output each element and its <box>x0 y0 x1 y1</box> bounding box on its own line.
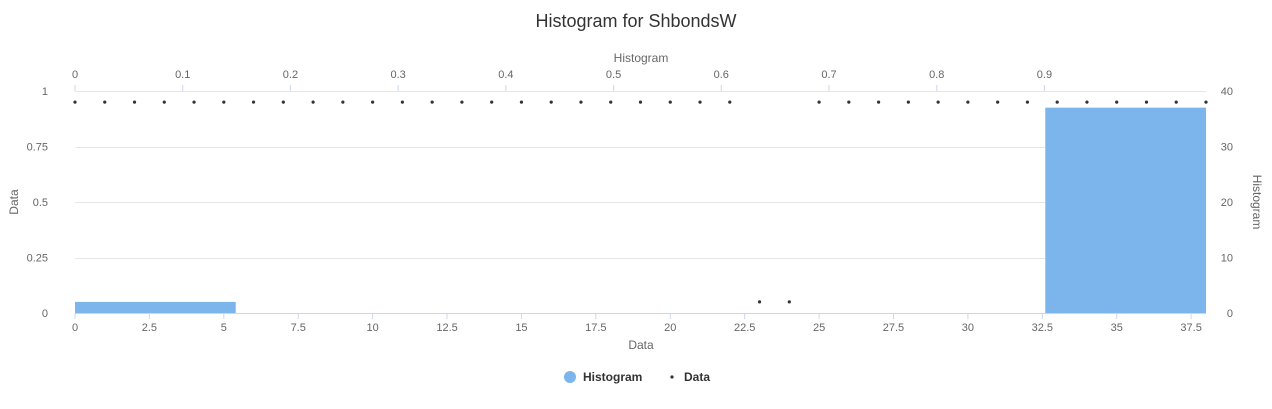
x-top-tick-label: 0.9 <box>1037 69 1052 81</box>
legend-histogram-symbol <box>564 371 576 383</box>
data-point[interactable] <box>698 100 702 104</box>
data-point[interactable] <box>936 100 940 104</box>
grid-lines <box>75 91 1206 314</box>
data-point[interactable] <box>1115 100 1119 104</box>
x-bottom-tick-label: 22.5 <box>734 322 755 334</box>
data-point[interactable] <box>579 100 583 104</box>
legend-data-symbol <box>670 375 674 379</box>
data-point[interactable] <box>222 100 226 104</box>
legend: Histogram Data <box>564 370 710 384</box>
data-point[interactable] <box>1055 100 1059 104</box>
data-point[interactable] <box>341 100 345 104</box>
x-top-tick-label: 0.1 <box>175 69 190 81</box>
data-point[interactable] <box>400 100 404 104</box>
x-top-tick-label: 0 <box>72 69 78 81</box>
data-point[interactable] <box>430 100 434 104</box>
x-bottom-tick-label: 32.5 <box>1032 322 1053 334</box>
data-point[interactable] <box>877 100 881 104</box>
x-top-tick-label: 0.7 <box>821 69 836 81</box>
data-point[interactable] <box>966 100 970 104</box>
data-point[interactable] <box>519 100 524 104</box>
data-point[interactable] <box>638 100 643 104</box>
data-point[interactable] <box>103 100 107 104</box>
data-point[interactable] <box>1085 100 1089 104</box>
data-point[interactable] <box>1144 100 1149 104</box>
data-point[interactable] <box>460 100 464 104</box>
x-bottom-tick-label: 0 <box>72 322 78 334</box>
x-bottom-tick-label: 5 <box>221 322 227 334</box>
data-point[interactable] <box>996 100 1000 104</box>
x-bottom-tick-label: 20 <box>664 322 676 334</box>
data-point[interactable] <box>132 100 137 104</box>
legend-item-data[interactable]: Data <box>670 370 710 384</box>
y-left-tick-label: 1 <box>42 86 48 98</box>
data-point[interactable] <box>787 300 791 304</box>
data-point[interactable] <box>281 100 285 104</box>
legend-data-label: Data <box>684 370 710 384</box>
x-bottom-tick-label: 25 <box>813 322 825 334</box>
y-right-tick-label: 40 <box>1221 86 1233 98</box>
x-bottom-tick-label: 35 <box>1111 322 1123 334</box>
x-axis-top-title: Histogram <box>614 51 669 65</box>
y-right-tick-label: 30 <box>1221 142 1233 154</box>
legend-histogram-label: Histogram <box>583 370 642 384</box>
histogram-bars <box>75 107 1206 314</box>
y-left-tick-label: 0.25 <box>27 253 48 265</box>
data-point[interactable] <box>728 100 732 104</box>
data-point[interactable] <box>817 100 821 104</box>
y-left-tick-label: 0.75 <box>27 142 48 154</box>
x-top-tick-label: 0.6 <box>714 69 729 81</box>
data-point[interactable] <box>251 100 256 104</box>
y-axis-left: 0 0.25 0.5 0.75 1 <box>27 86 48 320</box>
x-top-tick-label: 0.8 <box>929 69 944 81</box>
data-point[interactable] <box>73 100 77 104</box>
data-point[interactable] <box>371 100 375 104</box>
y-left-tick-label: 0 <box>42 308 48 320</box>
data-point[interactable] <box>1204 100 1208 104</box>
data-point[interactable] <box>1174 100 1178 104</box>
legend-item-histogram[interactable]: Histogram <box>564 370 642 384</box>
x-bottom-tick-label: 10 <box>367 322 379 334</box>
y-right-tick-label: 0 <box>1227 308 1233 320</box>
x-top-tick-label: 0.4 <box>498 69 513 81</box>
data-point[interactable] <box>162 100 166 104</box>
x-bottom-tick-label: 27.5 <box>883 322 904 334</box>
y-right-tick-label: 10 <box>1221 253 1233 265</box>
y-axis-left-title: Data <box>7 189 21 215</box>
x-top-tick-label: 0.2 <box>283 69 298 81</box>
x-top-tick-label: 0.3 <box>390 69 405 81</box>
x-bottom-tick-label: 7.5 <box>291 322 306 334</box>
data-point[interactable] <box>757 300 762 304</box>
data-point[interactable] <box>549 100 553 104</box>
chart-title: Histogram for ShbondsW <box>535 11 736 31</box>
x-axis-bottom-title: Data <box>628 338 654 352</box>
histogram-bar[interactable] <box>1045 107 1206 314</box>
data-point[interactable] <box>668 100 672 104</box>
y-left-tick-label: 0.5 <box>33 197 48 209</box>
y-right-tick-label: 20 <box>1221 197 1233 209</box>
histogram-bar[interactable] <box>75 301 236 313</box>
data-point[interactable] <box>490 100 494 104</box>
x-axis-bottom: 0 2.5 5 7.5 10 12.5 15 17.5 20 22.5 25 27.5 30 32.5 35… <box>72 313 1206 334</box>
y-axis-right-title: Histogram <box>1250 175 1264 230</box>
y-axis-right: 0 10 20 30 40 <box>1221 86 1233 320</box>
data-point[interactable] <box>1025 100 1030 104</box>
x-bottom-tick-label: 37.5 <box>1180 322 1201 334</box>
x-bottom-tick-label: 2.5 <box>142 322 157 334</box>
x-top-tick-label: 0.5 <box>606 69 621 81</box>
x-bottom-tick-label: 30 <box>962 322 974 334</box>
data-point[interactable] <box>311 100 315 104</box>
data-points <box>73 100 1208 304</box>
data-point[interactable] <box>906 100 910 104</box>
x-bottom-tick-label: 15 <box>515 322 527 334</box>
data-point[interactable] <box>609 100 613 104</box>
data-point[interactable] <box>847 100 851 104</box>
x-bottom-tick-label: 12.5 <box>436 322 457 334</box>
data-point[interactable] <box>192 100 196 104</box>
x-axis-top: 0 0.1 0.2 0.3 0.4 0.5 0.6 0.7 0.8 0.9 <box>72 69 1052 91</box>
x-bottom-tick-label: 17.5 <box>585 322 606 334</box>
